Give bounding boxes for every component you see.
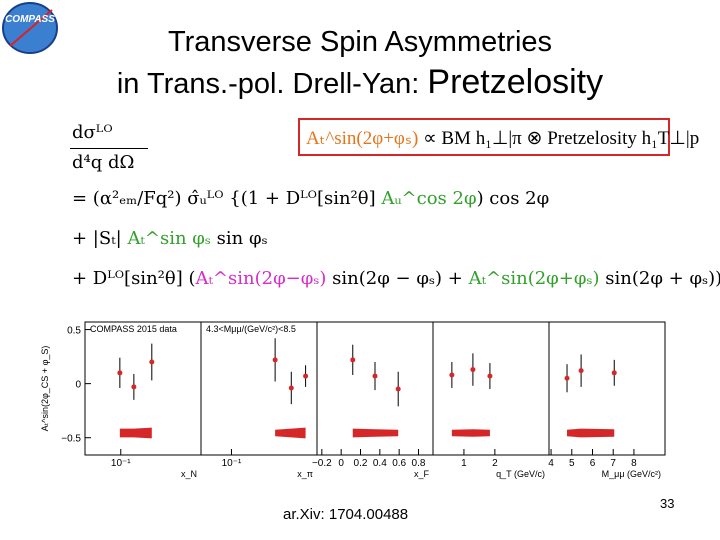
x-tick-label: 7	[610, 458, 616, 469]
y-tick-label: 0	[75, 380, 81, 391]
data-point	[149, 359, 155, 365]
x-axis-label: x_N	[181, 469, 197, 479]
systematic-band	[119, 427, 152, 439]
data-point	[611, 370, 617, 376]
data-point	[288, 385, 294, 391]
systematic-band	[275, 427, 306, 439]
formula-line: + |Sₜ| Aₜ^sin φₛ sin φₛ	[72, 228, 268, 249]
title-line: Transverse Spin Asymmetries	[167, 26, 553, 58]
data-point	[470, 367, 476, 373]
x-tick-label: −0.2	[312, 458, 332, 469]
y-tick-label: 0.5	[67, 326, 81, 337]
logo-stroke	[9, 9, 53, 47]
formula-box: Aₜ^sin(2φ+φₛ) ∝ BM h₁⊥|π ⊗ Pretzelosity …	[298, 118, 699, 156]
data-point	[131, 384, 137, 390]
fraction-numerator: dσᴸᴼ	[72, 122, 113, 143]
formula-part: ) cos 2φ	[476, 188, 550, 209]
formula-part: ∝ BM h₁⊥|π ⊗ Pretzelosity h₁T⊥|p	[418, 128, 700, 149]
formula-part: Aᵤ^cos 2φ	[381, 188, 477, 209]
formula-part: + Dᴸᴼ[sin²θ] (	[72, 268, 196, 289]
x-tick-label: 1	[461, 458, 467, 469]
formula-part: Aₜ^sin(2φ−φₛ)	[195, 268, 327, 289]
reference: ar.Xiv: 1704.00488	[283, 506, 409, 523]
x-axis-label: x_π	[297, 469, 313, 479]
title-part: Pretzelosity	[427, 63, 604, 101]
formula-part: + |Sₜ|	[72, 228, 128, 249]
data-point	[487, 373, 493, 379]
x-axis-label: q_T (GeV/c)	[496, 469, 545, 479]
y-tick-label: −0.5	[61, 434, 81, 445]
formula-part: = (α²ₑₘ/Fq²) σ̂ᵤᴸᴼ {(1 + Dᴸᴼ[sin²θ]	[72, 188, 382, 209]
panel-frame	[432, 321, 550, 456]
page-number: 33	[660, 496, 675, 511]
panel-annotation: 4.3<Mμμ/(GeV/c²)<8.5	[206, 324, 296, 334]
x-tick-label: 2	[492, 458, 498, 469]
x-axis-label: M_μμ (GeV/c²)	[602, 469, 661, 479]
formula-part: Aₜ^sin(2φ+φₛ)	[306, 128, 419, 149]
systematic-band	[451, 429, 490, 437]
fraction-denominator: d⁴q dΩ	[72, 152, 135, 173]
title-line: in Trans.-pol. Drell-Yan: Pretzelosity	[0, 62, 720, 104]
systematic-band	[567, 428, 615, 438]
fraction-bar	[70, 148, 148, 149]
data-point	[272, 357, 278, 363]
x-tick-label: 6	[590, 458, 596, 469]
x-axis-label: x_F	[414, 469, 430, 479]
x-tick-label: 10⁻¹	[111, 458, 131, 469]
x-tick-label: 10⁻¹	[222, 458, 242, 469]
x-tick-label: 5	[569, 458, 575, 469]
formula-part: Aₜ^sin(2φ+φₛ)	[468, 268, 600, 289]
x-tick-label: 8	[631, 458, 637, 469]
data-point	[564, 375, 570, 381]
x-tick-label: 0.8	[412, 458, 426, 469]
formula-part: Aₜ^sin φₛ	[127, 228, 211, 249]
data-point	[350, 357, 356, 363]
x-tick-label: 0.6	[392, 458, 406, 469]
data-point	[449, 372, 455, 378]
data-point	[578, 368, 584, 374]
formula-part: sin(2φ − φₛ) +	[326, 268, 469, 289]
data-point	[303, 373, 309, 379]
formula-line: + Dᴸᴼ[sin²θ] (Aₜ^sin(2φ−φₛ) sin(2φ − φₛ)…	[72, 268, 720, 289]
x-tick-label: 4	[548, 458, 554, 469]
panel-frame	[548, 321, 666, 456]
formula-part: sin φₛ	[210, 228, 268, 249]
title: Transverse Spin Asymmetries in Trans.-po…	[0, 22, 720, 104]
data-point	[372, 373, 378, 379]
x-tick-label: 0	[338, 458, 344, 469]
data-point	[117, 370, 123, 376]
logo-text: COMPASS	[5, 14, 55, 25]
x-tick-label: 0.2	[354, 458, 368, 469]
panel-annotation: COMPASS 2015 data	[90, 324, 177, 334]
formula-part: sin(2φ + φₛ))}	[605, 268, 720, 289]
x-tick-label: 0.4	[373, 458, 387, 469]
data-point	[395, 386, 401, 392]
title-part: in Trans.-pol. Drell-Yan:	[116, 68, 428, 100]
systematic-band	[352, 428, 399, 438]
formula-line: = (α²ₑₘ/Fq²) σ̂ᵤᴸᴼ {(1 + Dᴸᴼ[sin²θ] Aᵤ^c…	[72, 188, 549, 209]
y-axis-label: Aₜ^sin(2φ_CS + φ_S)	[40, 346, 50, 432]
